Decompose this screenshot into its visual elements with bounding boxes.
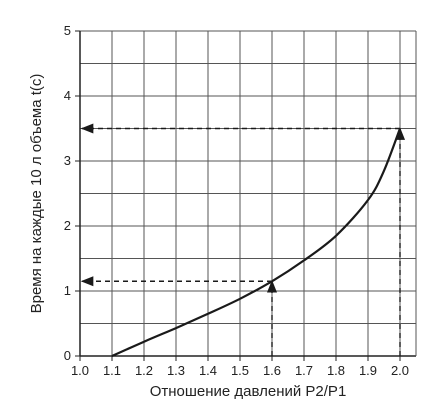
guide-arrows [80,123,406,356]
x-axis-label: Отношение давлений P2/P1 [150,383,347,400]
y-tick-label: 1 [64,283,71,298]
x-tick-label: 1.1 [103,363,121,378]
x-tick-label: 1.3 [167,363,185,378]
x-tick-label: 1.6 [263,363,281,378]
series-line [111,128,402,358]
x-tick-label: 1.5 [231,363,249,378]
y-tick-label: 2 [64,218,71,233]
x-tick-label: 1.2 [135,363,153,378]
x-tick-label: 1.4 [199,363,217,378]
x-tick-label: 1.7 [295,363,313,378]
axes-frame [79,31,417,357]
y-axis-label: Время на каждые 10 л объема t(c) [28,74,45,314]
y-tick-label: 5 [64,23,71,38]
x-tick-label: 2.0 [391,363,409,378]
x-tick-label: 1.9 [359,363,377,378]
y-tick-label: 3 [64,153,71,168]
y-tick-label: 0 [64,348,71,363]
x-axis-ticks: 1.0 1.1 1.2 1.3 1.4 1.5 1.6 1.7 1.8 1.9 2.0 [71,356,409,378]
y-axis-ticks: 0 1 2 3 4 5 [64,23,80,363]
y-tick-label: 4 [64,88,71,103]
x-tick-label: 1.0 [71,363,89,378]
x-tick-label: 1.8 [327,363,345,378]
